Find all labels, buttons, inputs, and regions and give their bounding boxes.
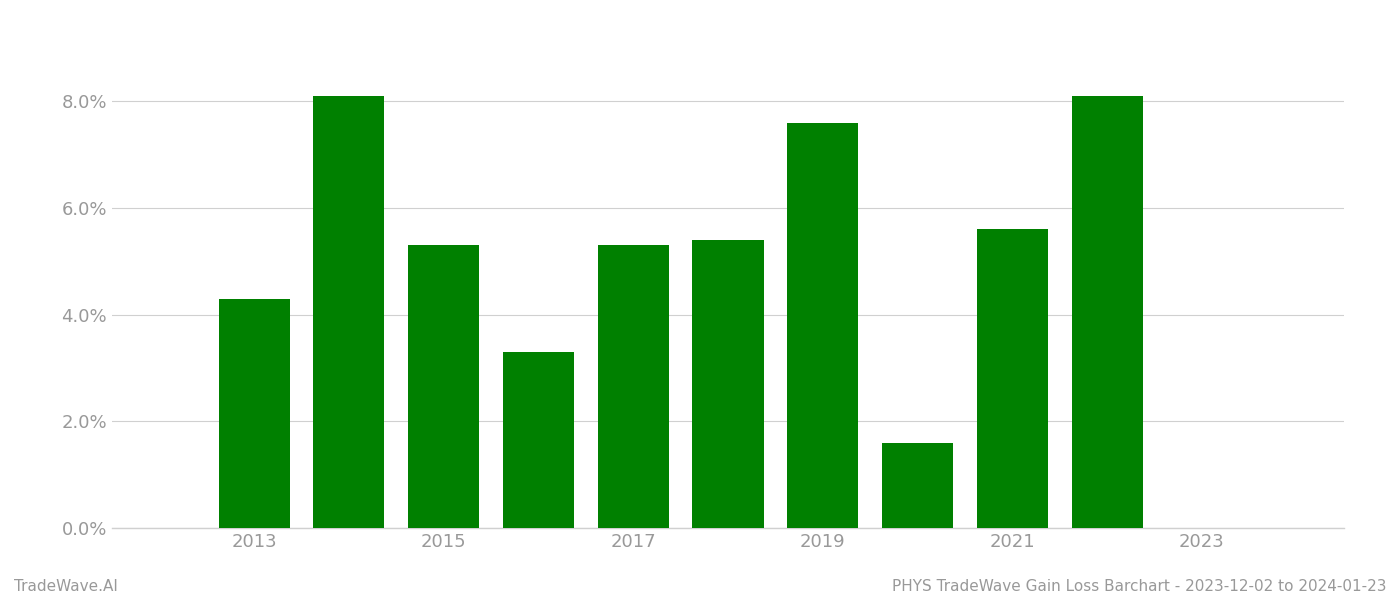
Text: TradeWave.AI: TradeWave.AI	[14, 579, 118, 594]
Text: PHYS TradeWave Gain Loss Barchart - 2023-12-02 to 2024-01-23: PHYS TradeWave Gain Loss Barchart - 2023…	[892, 579, 1386, 594]
Bar	[409, 245, 479, 528]
Bar	[598, 245, 669, 528]
Bar	[218, 299, 290, 528]
Bar	[882, 443, 953, 528]
Bar	[314, 96, 385, 528]
Bar	[503, 352, 574, 528]
Bar	[693, 240, 763, 528]
Bar	[787, 122, 858, 528]
Bar	[977, 229, 1047, 528]
Bar	[1071, 96, 1142, 528]
